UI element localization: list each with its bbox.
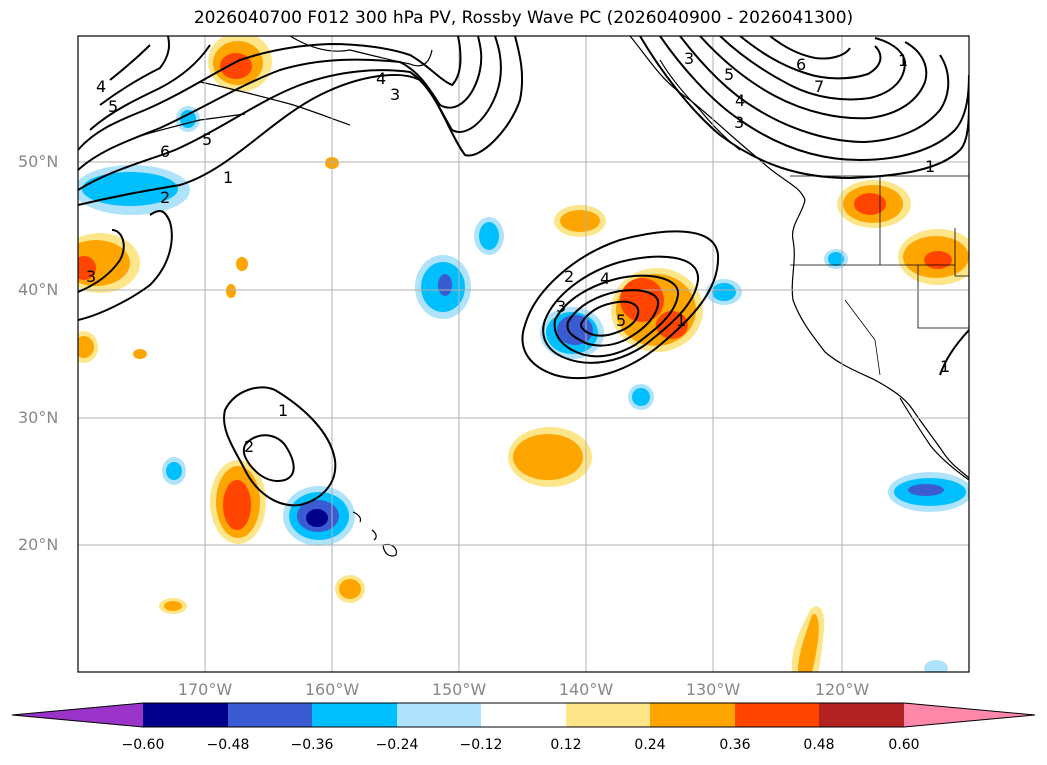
- colorbar-tick-label: −0.12: [459, 737, 503, 753]
- lat-label: 20°N: [18, 535, 59, 554]
- contour-label: 1: [223, 168, 233, 187]
- colorbar-swatch: [735, 703, 819, 727]
- colorbar-tick-label: 0.60: [888, 737, 920, 753]
- contour-label: 4: [735, 91, 745, 110]
- lon-label: 150°W: [431, 680, 487, 699]
- lon-label: 170°W: [177, 680, 233, 699]
- colorbar-tick-label: −0.60: [121, 737, 165, 753]
- colorbar-tick-label: 0.36: [719, 737, 751, 753]
- colorbar-swatch: [650, 703, 735, 727]
- colorbar-tick-label: −0.24: [375, 737, 419, 753]
- shaded-anomalies: [78, 36, 969, 672]
- colorbar-tick-label: −0.48: [206, 737, 250, 753]
- colorbar-swatch: [143, 703, 228, 727]
- coastlines: [139, 36, 969, 557]
- lat-label: 30°N: [18, 408, 59, 427]
- colorbar-extend-low: [12, 703, 143, 727]
- colorbar-tick-label: 0.48: [803, 737, 835, 753]
- colorbar-swatch: [312, 703, 397, 727]
- contour-labels: 4 5 6 5 2 1 4 3 3 5 4 3 6 7 1 1 2 3 4 5 …: [86, 49, 950, 456]
- contour-label: 3: [86, 267, 96, 286]
- contour-label: 1: [676, 311, 686, 330]
- contour-label: 5: [202, 130, 212, 149]
- contour-label: 2: [244, 437, 254, 456]
- contour-label: 2: [564, 267, 574, 286]
- colorbar-swatch: [819, 703, 904, 727]
- contour-label: 1: [898, 51, 908, 70]
- colorbar-extend-high: [904, 703, 1035, 727]
- contour-label: 3: [556, 297, 566, 316]
- contour-label: 7: [814, 77, 824, 96]
- lon-label: 160°W: [304, 680, 360, 699]
- colorbar-swatch: [397, 703, 481, 727]
- map-frame: [77, 35, 970, 673]
- gridlines: [78, 36, 969, 672]
- contour-label: 5: [724, 65, 734, 84]
- lat-label: 50°N: [18, 152, 59, 171]
- contour-label: 6: [796, 55, 806, 74]
- contour-label: 1: [278, 401, 288, 420]
- contour-label: 3: [734, 113, 744, 132]
- colorbar: [11, 702, 1036, 728]
- lon-label: 120°W: [814, 680, 870, 699]
- colorbar-tick-label: 0.24: [634, 737, 666, 753]
- contour-label: 4: [96, 77, 106, 96]
- contour-label: 4: [600, 269, 610, 288]
- map-title: 2026040700 F012 300 hPa PV, Rossby Wave …: [193, 8, 854, 28]
- contour-label: 4: [376, 69, 386, 88]
- colorbar-swatch: [228, 703, 312, 727]
- contour-label: 1: [925, 157, 935, 176]
- contour-label: 5: [108, 97, 118, 116]
- colorbar-swatch: [566, 703, 650, 727]
- contour-label: 6: [160, 142, 170, 161]
- contour-label: 3: [684, 49, 694, 68]
- lat-label: 40°N: [18, 280, 59, 299]
- contour-label: 1: [940, 357, 950, 376]
- contour-label: 2: [160, 188, 170, 207]
- map-background: [78, 36, 969, 672]
- contour-label: 5: [616, 311, 626, 330]
- lon-label: 130°W: [685, 680, 741, 699]
- lon-label: 140°W: [558, 680, 614, 699]
- colorbar-tick-label: 0.12: [550, 737, 582, 753]
- colorbar-tick-label: −0.36: [290, 737, 334, 753]
- colorbar-swatch: [481, 703, 566, 727]
- contour-label: 3: [390, 85, 400, 104]
- pv-contours: [78, 36, 969, 507]
